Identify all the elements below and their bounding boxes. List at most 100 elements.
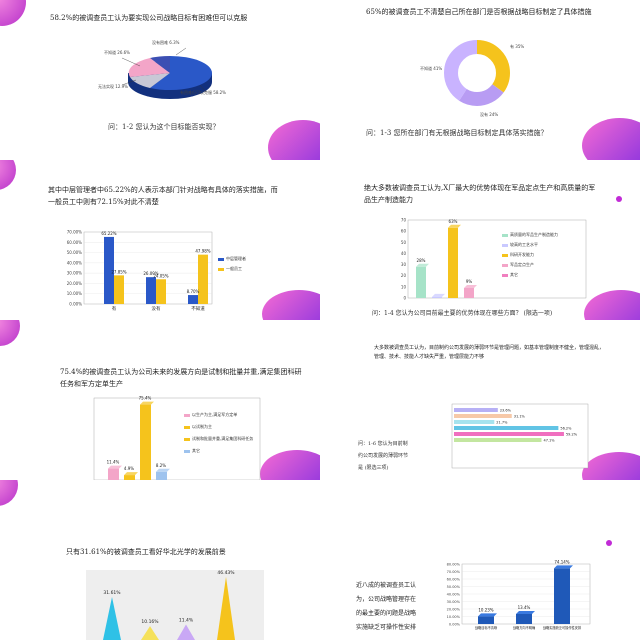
y-tick-label: 80.00% bbox=[447, 563, 461, 567]
bar bbox=[124, 475, 135, 480]
y-tick-label: 0.00% bbox=[69, 302, 82, 307]
bar bbox=[464, 287, 474, 298]
legend-item: 科研开发能力 bbox=[502, 252, 534, 258]
bar-top bbox=[416, 263, 429, 267]
y-tick-label: 20.00% bbox=[447, 608, 461, 612]
decor-blob bbox=[616, 196, 622, 202]
x-tick-label: 不知道 bbox=[191, 305, 205, 312]
legend-label: 较高的工艺水平 bbox=[510, 242, 538, 247]
legend-item: 较高的工艺水平 bbox=[502, 242, 538, 248]
y-tick-label: 50.00% bbox=[67, 250, 82, 255]
pie-label: 有困难但可以克服 58.2% bbox=[180, 90, 226, 95]
y-tick-label: 70.00% bbox=[447, 570, 461, 574]
data-label: 46.43% bbox=[217, 570, 235, 576]
cone bbox=[141, 626, 159, 640]
data-label: 65.22% bbox=[101, 231, 116, 236]
bar-top bbox=[448, 224, 461, 228]
y-tick-label: 0 bbox=[403, 296, 406, 301]
y-tick-label: 40.00% bbox=[67, 260, 82, 265]
bar-top bbox=[516, 610, 535, 614]
slide-8: 近八成的被调查员工认 为，公司战略管理存在 的最主要的问题是战略 实施缺乏可操作… bbox=[320, 480, 640, 640]
bar-top bbox=[478, 613, 497, 617]
cone bbox=[103, 597, 121, 640]
bar bbox=[156, 279, 166, 304]
grouped-bar-chart: 70.00% 60.00% 50.00% 40.00% 30.00% 20.00% 10.0… bbox=[67, 230, 213, 312]
data-label: 11.4% bbox=[107, 460, 120, 465]
y-tick-label: 50 bbox=[401, 240, 407, 245]
slide-heading: 75.4%的被调查员工认为公司未来的发展方向是试制和批量并重,满足集团科研任务和… bbox=[60, 368, 302, 388]
donut-label: 不知道 41% bbox=[420, 66, 443, 71]
bar bbox=[188, 295, 198, 304]
data-label: 56.2% bbox=[560, 427, 572, 431]
bar bbox=[146, 277, 156, 304]
data-label: 13.4% bbox=[518, 605, 531, 610]
slide-heading: 的最主要的问题是战略 bbox=[356, 610, 417, 617]
pie-chart-3d bbox=[121, 47, 213, 99]
bar bbox=[516, 613, 532, 624]
data-label: 27.85% bbox=[111, 269, 126, 274]
x-tick-label: 战略目标不清晰 bbox=[475, 625, 498, 630]
slide-3: 其中中层管理者中65.22%的人表示本部门针对战略有具体的落实措施，而一般员工中… bbox=[0, 160, 320, 320]
bar bbox=[454, 438, 542, 442]
donut-label: 有 35% bbox=[510, 44, 525, 49]
horizontal-bar-chart: 23.6%31.1% 21.7% 56.2% 59.2% 47.1% bbox=[451, 403, 589, 469]
data-label: 10.16% bbox=[141, 619, 159, 625]
slide-7: 只有31.61%的被调查员工看好华北光学的发展前景 31.61% 10.16% 11… bbox=[0, 480, 320, 640]
legend-label: 中层管理者 bbox=[226, 256, 246, 261]
slide-6: 大多数被调查员工认为，目前制约公司发展的薄弱环节是管理问题，如基本管理制度不健全… bbox=[320, 320, 640, 480]
bar bbox=[448, 227, 458, 298]
slide-heading: 绝大多数被调查员工认为,X厂最大的优势体现在军品定点生产和高质量的军品生产制造能… bbox=[364, 184, 596, 204]
caption-line: 问：1-6 您认为目前制 bbox=[358, 441, 408, 447]
legend-item: 其它 bbox=[502, 272, 518, 278]
y-tick-label: 50.00% bbox=[447, 585, 461, 589]
bar-top bbox=[124, 472, 138, 476]
bar bbox=[140, 404, 151, 480]
y-tick-label: 20 bbox=[401, 273, 407, 278]
pie-label: 不知道 26.6% bbox=[104, 50, 130, 55]
y-tick-label: 70 bbox=[401, 218, 407, 223]
data-label: 8.70% bbox=[187, 289, 200, 294]
slide-heading: 大多数被调查员工认为，目前制约公司发展的薄弱环节是管理问题，如基本管理制度不健全… bbox=[374, 345, 605, 360]
x-tick-label: 战略实施缺乏可操作性安排 bbox=[543, 625, 582, 630]
bar-chart-3d: 11.4% 4.9% 75.4% 8.2% bbox=[93, 396, 261, 480]
data-label: 74.14% bbox=[554, 559, 569, 564]
slide-caption: 问：1-2 您认为这个目标能否实现？ bbox=[108, 123, 220, 131]
y-tick-label: 40.00% bbox=[447, 593, 461, 597]
legend-item: 一般员工 bbox=[218, 266, 242, 272]
slide-caption: 问：1-4 您认为公司目前最主要的优势体现在哪些方面？ (限选一项) bbox=[372, 310, 553, 317]
legend-item: 高质量的军品生产制造能力 bbox=[502, 232, 558, 238]
data-label: 9% bbox=[466, 279, 473, 284]
data-label: 8.2% bbox=[156, 463, 166, 468]
legend-label: 军品定点生产 bbox=[510, 262, 534, 267]
legend-item: 以生产为主,满足军方定单 bbox=[184, 412, 237, 418]
bar-top bbox=[108, 465, 122, 469]
data-label: 59.2% bbox=[566, 433, 578, 437]
y-tick-label: 0.00% bbox=[449, 623, 461, 627]
pie-label: 没有困难 6.3% bbox=[152, 40, 180, 45]
y-tick-label: 40 bbox=[401, 251, 407, 256]
data-label: 31.1% bbox=[514, 415, 526, 419]
y-tick-label: 30.00% bbox=[67, 271, 82, 276]
slide-caption: 问：1-3 您所在部门有无根据战略目标制定具体落实措施？ bbox=[366, 129, 548, 137]
y-tick-label: 60 bbox=[401, 229, 407, 234]
data-label: 47.1% bbox=[543, 439, 555, 443]
y-tick-label: 10.00% bbox=[67, 291, 82, 296]
bar-top bbox=[140, 401, 154, 405]
caption-line: 是 (限选三项) bbox=[358, 465, 389, 471]
data-label: 11.4% bbox=[179, 617, 194, 623]
legend-label: 以试制为主 bbox=[192, 424, 212, 429]
bar bbox=[114, 275, 124, 304]
bar bbox=[454, 432, 564, 436]
donut-chart bbox=[444, 40, 510, 106]
bar bbox=[454, 414, 512, 418]
slide-heading: 为，公司战略管理存在 bbox=[356, 596, 417, 603]
y-tick-label: 70.00% bbox=[67, 230, 82, 235]
bar bbox=[454, 426, 559, 430]
y-tick-label: 30.00% bbox=[447, 600, 461, 604]
bar-chart-3d: 70 60 50 40 30 20 10 0 28% 63% 9% bbox=[401, 218, 587, 301]
data-label: 4.9% bbox=[124, 466, 134, 471]
legend-label: 试制和批量并重,满足集团科研任务 bbox=[192, 436, 254, 441]
bar bbox=[454, 420, 495, 424]
x-tick-label: 战略方向不明确 bbox=[513, 625, 535, 630]
legend-label: 一般员工 bbox=[226, 266, 242, 271]
